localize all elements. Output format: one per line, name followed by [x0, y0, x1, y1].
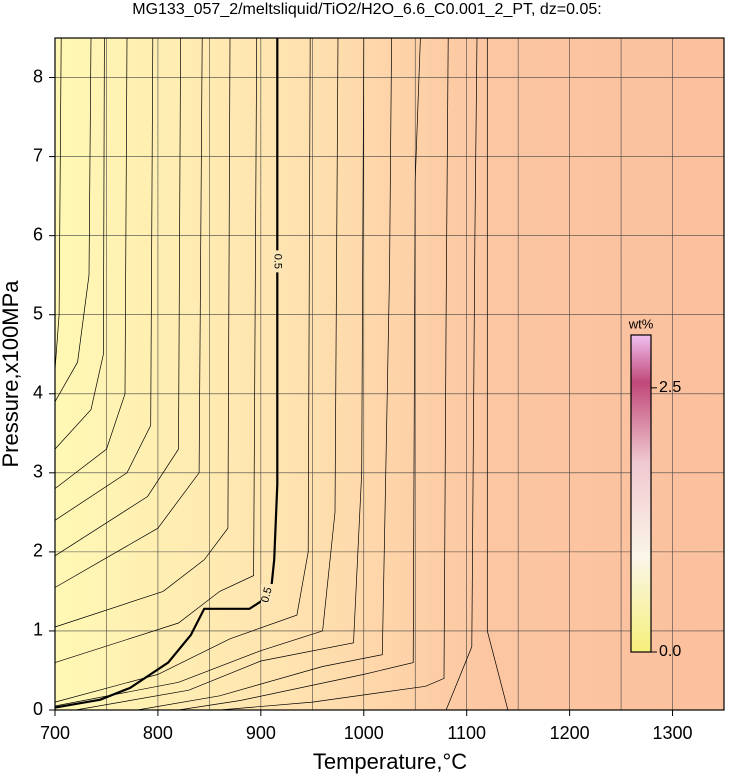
y-tick-label: 0 — [33, 699, 43, 719]
y-tick-label: 7 — [33, 145, 43, 165]
contour-line — [54, 37, 128, 489]
contour-line — [54, 37, 154, 521]
contour-line — [54, 37, 339, 707]
y-axis-label: Pressure,x100MPa — [0, 280, 23, 468]
contour-label: 0.5 — [271, 254, 283, 269]
contour-label-bg — [261, 583, 274, 606]
x-tick-label: 900 — [246, 723, 276, 743]
x-tick-label: 1200 — [550, 723, 590, 743]
contour-line — [445, 37, 478, 711]
x-axis-label: Temperature,°C — [313, 749, 467, 774]
x-tick-label: 700 — [40, 723, 70, 743]
contour-line — [54, 37, 181, 557]
x-tick-label: 1000 — [344, 723, 384, 743]
y-tick-label: 1 — [33, 620, 43, 640]
contour-line — [54, 37, 62, 371]
contour-line — [75, 37, 365, 711]
colorbar-label: wt% — [628, 316, 654, 331]
contour-line — [486, 38, 509, 711]
contour-label: 0.5 — [259, 586, 275, 604]
contour-line — [54, 37, 311, 703]
x-tick-label: 1300 — [653, 723, 693, 743]
y-tick-label: 2 — [33, 541, 43, 561]
y-tick-label: 4 — [33, 383, 43, 403]
chart-title: MG133_057_2/meltsliquid/TiO2/H2O_6.6_C0.… — [132, 1, 601, 18]
colorbar-tick-label: 0.0 — [659, 643, 681, 660]
contour-line — [54, 37, 258, 663]
contour-line — [54, 37, 105, 450]
y-tick-label: 5 — [33, 303, 43, 323]
contour-line — [178, 37, 421, 711]
colorbar — [630, 334, 652, 653]
contour-line — [54, 37, 203, 588]
plot-frame — [54, 37, 725, 711]
y-tick-label: 3 — [33, 462, 43, 482]
colorbar-tick-label: 2.5 — [659, 379, 681, 396]
y-tick-label: 8 — [33, 66, 43, 86]
plot-background — [55, 38, 724, 710]
contour-label-bg — [271, 250, 284, 273]
contour-line — [54, 37, 92, 402]
y-tick-label: 6 — [33, 224, 43, 244]
contour-line — [137, 37, 392, 711]
contour-line — [54, 38, 279, 709]
x-tick-label: 1100 — [447, 723, 486, 743]
contour-line — [54, 37, 231, 628]
x-tick-label: 800 — [143, 723, 173, 743]
contour-line — [219, 37, 449, 711]
